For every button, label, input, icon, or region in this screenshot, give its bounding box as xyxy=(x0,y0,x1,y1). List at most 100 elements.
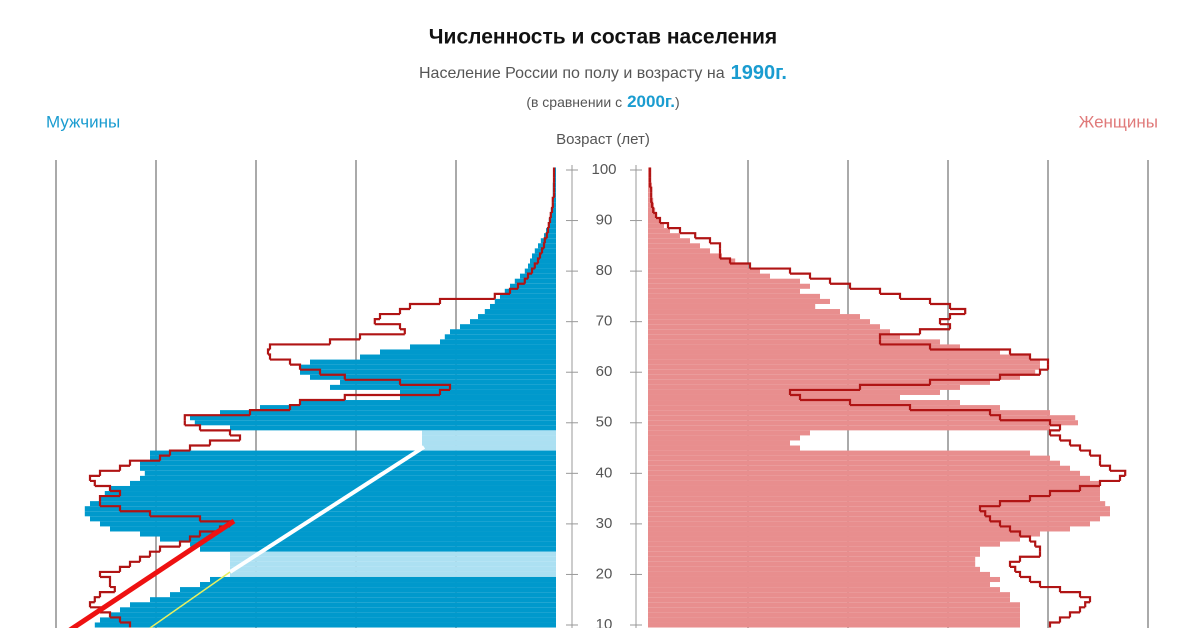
outline-step xyxy=(320,373,346,380)
bar xyxy=(648,430,810,436)
outline-step xyxy=(98,469,120,476)
outline-step xyxy=(98,570,120,577)
outline-step xyxy=(1035,545,1042,552)
outline-step xyxy=(540,247,544,254)
outline-step xyxy=(98,494,120,502)
bar xyxy=(104,491,557,497)
bar xyxy=(648,420,1078,426)
bar xyxy=(648,576,1000,583)
bar xyxy=(140,475,556,481)
outline-step xyxy=(1068,611,1080,618)
y-tick-label: 80 xyxy=(596,262,613,279)
bar xyxy=(210,576,556,583)
bar xyxy=(648,425,1050,431)
outline-step xyxy=(1060,439,1072,446)
outline-step xyxy=(549,211,552,219)
bar xyxy=(648,511,1110,517)
outline-step xyxy=(128,560,140,567)
outline-step xyxy=(810,277,832,284)
outline-step xyxy=(1080,449,1092,456)
outline-step xyxy=(168,449,190,456)
bar xyxy=(648,324,880,330)
outline-step xyxy=(90,479,96,486)
bar xyxy=(100,496,556,502)
annotation-line xyxy=(228,445,426,574)
bar xyxy=(648,233,680,239)
bar xyxy=(550,212,556,219)
bar xyxy=(484,309,556,315)
bar xyxy=(648,258,736,264)
bar xyxy=(648,212,658,219)
bar xyxy=(540,238,556,244)
outline-step xyxy=(1110,469,1127,476)
bar xyxy=(648,389,940,395)
bar xyxy=(648,475,1090,481)
y-tick-label: 90 xyxy=(596,212,613,229)
y-axis-label: Возраст (лет) xyxy=(556,131,650,148)
y-tick-label: 70 xyxy=(596,313,613,330)
bar xyxy=(440,339,556,345)
bar xyxy=(648,546,980,552)
bar xyxy=(648,349,1000,355)
bar xyxy=(84,506,557,512)
outline-step xyxy=(548,216,552,224)
outline-step xyxy=(550,206,554,213)
annotation-line xyxy=(149,571,231,628)
comparison-text: ) xyxy=(675,94,680,110)
comparison-text: (в сравнении с xyxy=(526,94,622,110)
bar xyxy=(648,354,1030,360)
outline-step xyxy=(536,257,540,264)
outline-step xyxy=(110,489,122,497)
y-tick-label: 50 xyxy=(596,414,613,431)
bar xyxy=(648,248,710,254)
bar xyxy=(230,561,556,567)
bar xyxy=(648,253,722,259)
outline-step xyxy=(188,444,210,451)
outline-step xyxy=(788,388,860,395)
outline-step xyxy=(950,307,967,315)
outline-step xyxy=(880,343,932,350)
outline-step xyxy=(270,358,292,365)
bar xyxy=(200,582,556,588)
outline-step xyxy=(288,403,300,411)
bar xyxy=(648,218,660,224)
bar xyxy=(648,506,1110,512)
outline-step xyxy=(1028,494,1050,502)
bar xyxy=(110,612,556,618)
outline-step xyxy=(438,297,495,304)
bar xyxy=(648,374,1020,380)
bar xyxy=(648,319,870,325)
bar xyxy=(648,617,1020,623)
outline-step xyxy=(858,383,930,390)
bar xyxy=(360,354,556,360)
bar xyxy=(400,389,556,395)
bar xyxy=(648,405,1000,411)
bar xyxy=(648,283,810,289)
bar xyxy=(230,571,556,577)
outline-step xyxy=(900,297,932,304)
bar xyxy=(150,450,556,456)
bar xyxy=(648,268,760,274)
bar xyxy=(110,485,556,492)
bar xyxy=(648,587,1000,593)
outline-step xyxy=(1050,424,1062,431)
outline-step xyxy=(1010,530,1022,537)
outline-step xyxy=(1030,540,1037,547)
outline-step xyxy=(230,434,242,441)
outline-step xyxy=(551,196,554,203)
bar xyxy=(648,551,980,557)
outline-step xyxy=(1020,575,1032,583)
outline-step xyxy=(118,464,130,471)
bar xyxy=(300,400,556,406)
outline-step xyxy=(990,520,1002,527)
bar xyxy=(220,410,556,416)
outline-step xyxy=(358,333,405,340)
outline-step xyxy=(184,424,202,431)
bar xyxy=(648,607,1020,613)
bar xyxy=(150,597,556,603)
bar xyxy=(552,202,556,208)
bar xyxy=(648,364,1040,370)
outline-step xyxy=(750,267,792,274)
outline-step xyxy=(546,227,550,234)
outline-step xyxy=(980,510,987,517)
